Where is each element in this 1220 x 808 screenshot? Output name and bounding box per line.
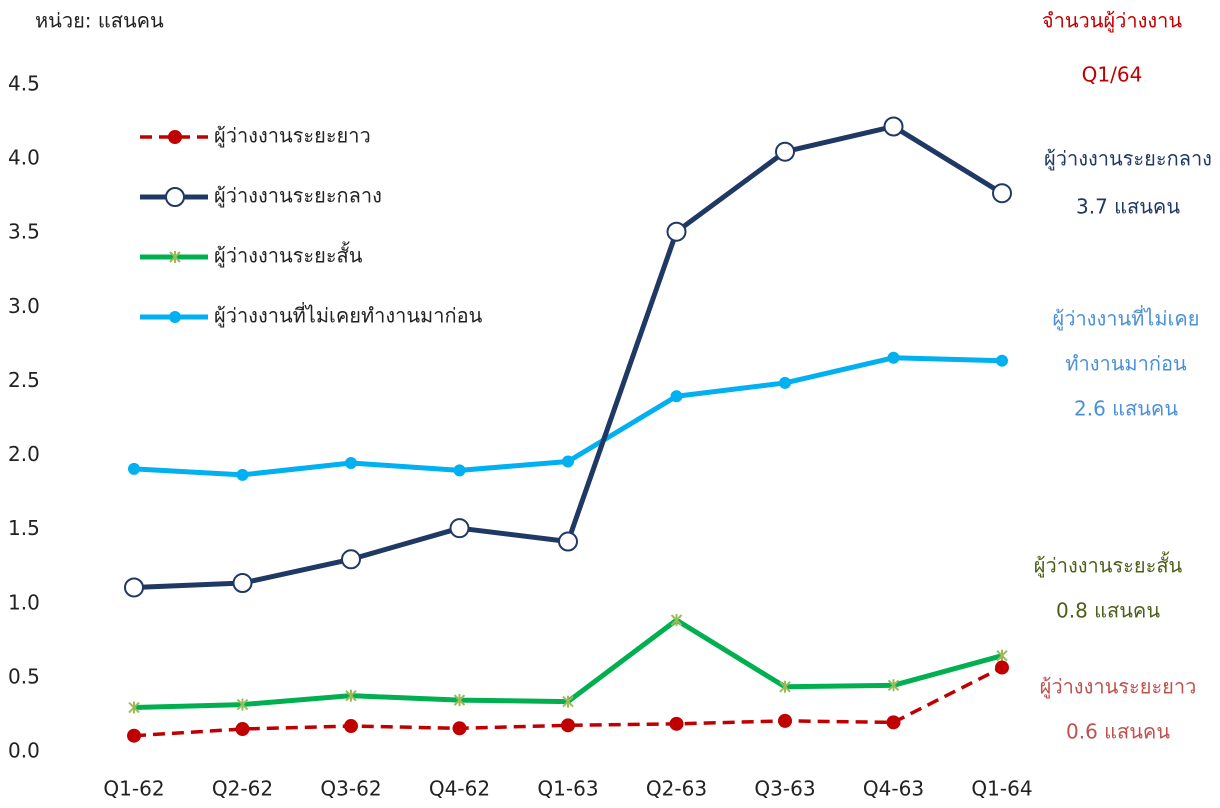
marker [883, 116, 904, 137]
annotation: 2.6 แสนคน [1074, 397, 1178, 421]
marker [669, 716, 684, 731]
marker [666, 221, 687, 242]
legend-label: ผู้ว่างงานระยะสั้น [214, 242, 363, 269]
marker [345, 456, 357, 469]
marker [453, 694, 466, 707]
marker [996, 354, 1008, 367]
annotation: Q1/64 [1082, 63, 1143, 87]
marker [779, 680, 791, 693]
marker [128, 462, 140, 475]
marker [562, 455, 574, 468]
marker [453, 464, 466, 477]
y-tick-label: 0.5 [8, 664, 40, 688]
y-tick-label: 1.5 [8, 516, 40, 540]
annotation: 0.6 แสนคน [1066, 720, 1170, 744]
marker [992, 183, 1012, 204]
marker [344, 719, 358, 734]
annotation: ผู้ว่างงานระยะกลาง [1044, 147, 1212, 172]
marker [887, 351, 900, 364]
marker [778, 713, 792, 728]
x-tick-label: Q2-62 [212, 777, 273, 801]
x-tick-label: Q1-63 [537, 777, 598, 801]
marker [887, 679, 900, 692]
annotation: ทำงานมาก่อน [1065, 352, 1187, 376]
annotation: 0.8 แสนคน [1056, 599, 1160, 623]
annotation: ผู้ว่างงานที่ไม่เคย [1053, 305, 1200, 332]
series-line [133, 617, 1003, 711]
marker [236, 698, 249, 711]
y-tick-label: 3.0 [8, 294, 40, 318]
unit-label: หน่วย: แสนคน [35, 9, 164, 33]
marker [452, 721, 467, 736]
marker [449, 518, 470, 539]
marker [345, 689, 357, 702]
y-tick-label: 4.5 [8, 72, 40, 96]
annotation: 3.7 แสนคน [1076, 195, 1180, 219]
legend-marker [169, 311, 181, 323]
x-tick-label: Q1-62 [103, 777, 164, 801]
marker [775, 141, 795, 162]
marker [670, 614, 683, 627]
x-tick-label: Q1-64 [971, 777, 1032, 801]
y-tick-label: 2.0 [8, 442, 40, 466]
annotation: ผู้ว่างงานระยะยาว [1040, 675, 1197, 700]
x-tick-label: Q3-63 [754, 777, 815, 801]
marker [995, 660, 1009, 675]
marker [779, 376, 791, 389]
legend-marker [168, 130, 182, 144]
marker [996, 649, 1008, 662]
x-tick-label: Q4-63 [863, 777, 924, 801]
series-line [133, 665, 1003, 738]
legend-label: ผู้ว่างงานที่ไม่เคยทำงานมาก่อน [214, 302, 483, 329]
marker [236, 468, 249, 481]
y-tick-label: 3.5 [8, 220, 40, 244]
marker [128, 701, 140, 714]
y-tick-label: 2.5 [8, 368, 40, 392]
marker [558, 531, 578, 552]
legend-label: ผู้ว่างงานระยะกลาง [214, 184, 382, 209]
marker [670, 390, 683, 403]
y-tick-label: 0.0 [8, 739, 40, 763]
marker [562, 695, 574, 708]
y-tick-label: 1.0 [8, 590, 40, 614]
legend-marker [165, 187, 185, 207]
annotation: จำนวนผู้ว่างงาน [1042, 9, 1182, 34]
marker [232, 573, 253, 594]
marker [235, 722, 250, 737]
y-tick-label: 4.0 [8, 146, 40, 170]
marker [561, 718, 575, 733]
annotation: ผู้ว่างงานระยะสั้น [1034, 552, 1183, 579]
marker [124, 577, 144, 598]
marker [886, 715, 901, 730]
legend-label: ผู้ว่างงานระยะยาว [214, 124, 371, 149]
x-tick-label: Q3-62 [320, 777, 381, 801]
x-tick-label: Q2-63 [646, 777, 707, 801]
marker [127, 728, 141, 743]
x-tick-label: Q4-62 [429, 777, 490, 801]
marker [341, 549, 361, 570]
legend-marker [169, 251, 181, 263]
